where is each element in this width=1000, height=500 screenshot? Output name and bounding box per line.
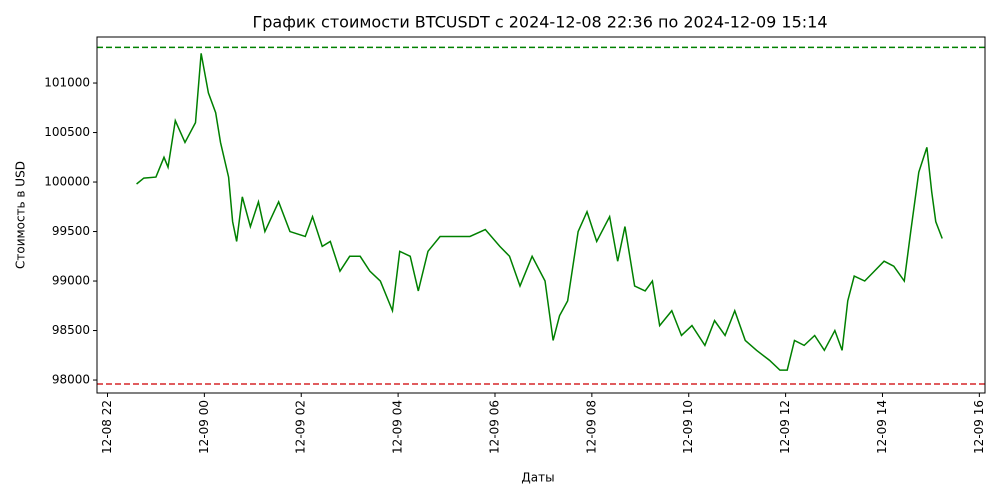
- x-tick-label: 12-09 14: [875, 400, 889, 454]
- y-axis-label: Стоимость в USD: [14, 161, 28, 269]
- x-tick-label: 12-09 06: [487, 400, 501, 454]
- y-tick-label: 101000: [44, 76, 90, 90]
- y-tick-label: 100000: [44, 175, 90, 189]
- x-axis-label: Даты: [521, 471, 554, 485]
- x-tick-label: 12-09 04: [391, 400, 405, 454]
- x-tick-label: 12-09 12: [778, 400, 792, 454]
- x-tick-label: 12-09 02: [294, 400, 308, 454]
- y-tick-label: 100500: [44, 125, 90, 139]
- price-line: [136, 53, 943, 371]
- y-tick-label: 98500: [52, 323, 90, 337]
- chart-title: График стоимости BTCUSDT с 2024-12-08 22…: [252, 13, 827, 32]
- x-tick-label: 12-09 16: [972, 400, 986, 454]
- y-tick-label: 99000: [52, 274, 90, 288]
- x-tick-label: 12-09 00: [197, 400, 211, 454]
- x-tick-label: 12-09 10: [681, 400, 695, 454]
- y-tick-label: 98000: [52, 373, 90, 387]
- x-tick-label: 12-09 08: [584, 400, 598, 454]
- plot-frame: [96, 36, 986, 394]
- y-tick-label: 99500: [52, 224, 90, 238]
- x-tick-label: 12-08 22: [100, 400, 114, 454]
